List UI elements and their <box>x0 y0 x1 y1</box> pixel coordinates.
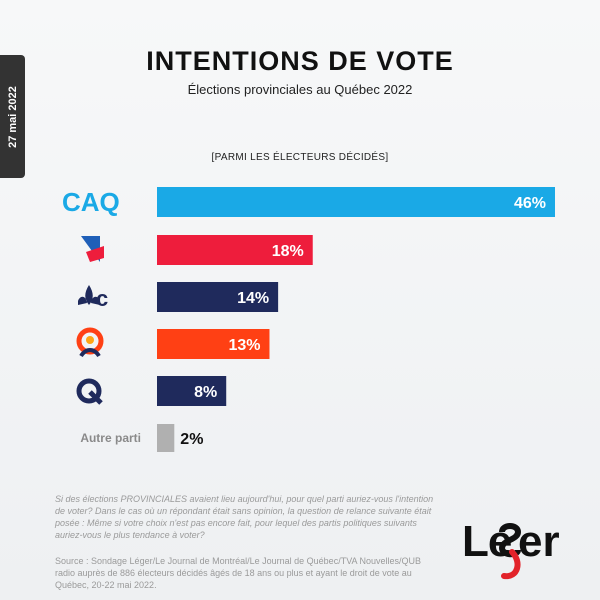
chart-subtitle: Élections provinciales au Québec 2022 <box>187 82 413 97</box>
category-label-autre-parti: Autre parti <box>80 431 141 445</box>
bar-value-label: 2% <box>180 431 203 448</box>
leger-logo: Le er <box>462 517 560 580</box>
chart-note: [PARMI LES ÉLECTEURS DÉCIDÉS] <box>211 152 389 163</box>
qs-logo-figure <box>79 348 101 358</box>
svg-text:er: er <box>518 517 560 566</box>
survey-question: Si des élections PROVINCIALES avaient li… <box>55 494 434 540</box>
bar-value-label: 18% <box>272 243 304 260</box>
survey-source: Source : Sondage Léger/Le Journal de Mon… <box>55 556 422 590</box>
bar-autre-parti <box>157 424 175 452</box>
caq-logo-icon: CAQ <box>62 187 120 217</box>
plq-logo-accent <box>86 246 104 262</box>
bar-value-label: 8% <box>194 384 217 401</box>
bar-value-label: 14% <box>237 290 269 307</box>
bar-pcq <box>157 282 279 312</box>
bar-qs <box>157 329 270 359</box>
bar-value-label: 13% <box>228 337 260 354</box>
bar-plq <box>157 235 313 265</box>
bar-chart: 46% 18% 14% 13% 8% 2% CAQ c Autre parti <box>62 187 555 452</box>
qs-logo-dot <box>86 336 94 344</box>
pq-logo-tail <box>88 390 103 405</box>
pcq-logo-letter: c <box>96 286 108 311</box>
pcq-logo-icon <box>78 285 100 305</box>
bar-caq <box>157 187 555 217</box>
chart-title: INTENTIONS DE VOTE <box>146 46 454 76</box>
bar-value-label: 46% <box>514 195 546 212</box>
pq-logo-icon <box>76 378 102 404</box>
bar-pq <box>157 376 227 406</box>
date-tab: 27 mai 2022 <box>0 55 25 178</box>
